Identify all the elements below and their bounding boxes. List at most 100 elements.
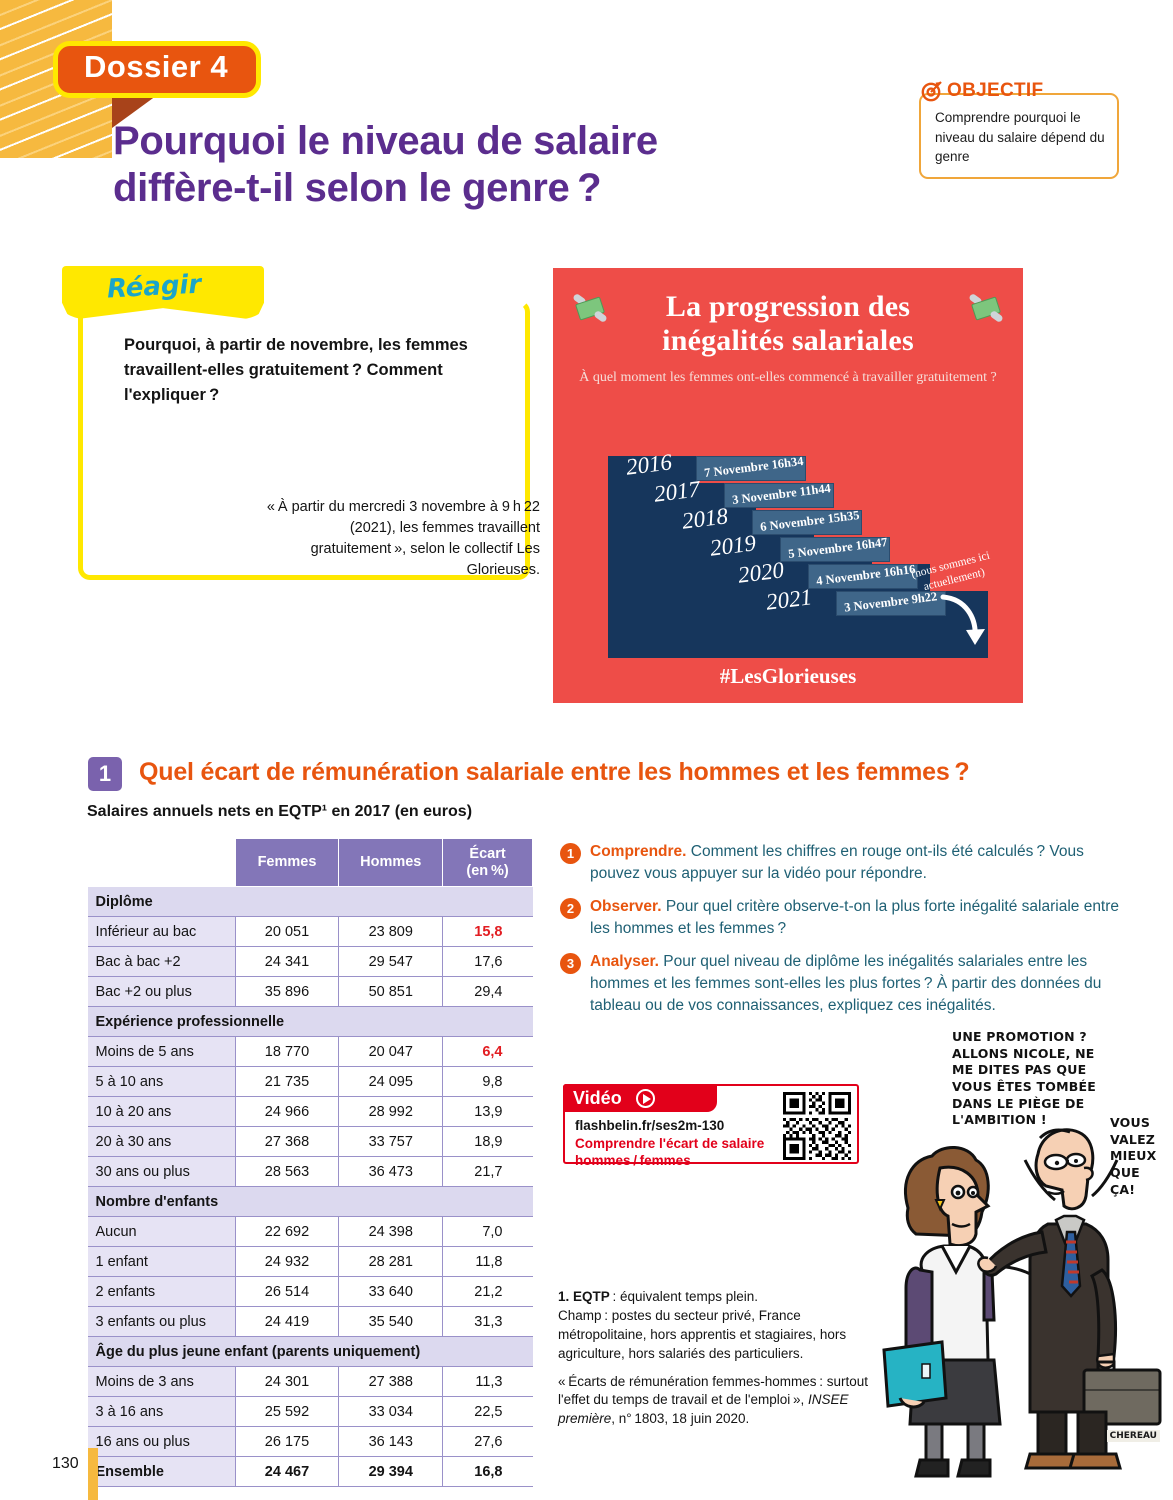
stair-step bbox=[752, 510, 862, 535]
table-row: Moins de 3 ans 24 301 27 388 11,3 bbox=[87, 1366, 533, 1397]
table-row: Bac +2 ou plus 35 896 50 851 29,4 bbox=[87, 976, 533, 1007]
video-label: Vidéo bbox=[573, 1087, 622, 1108]
poster-hashtag: #LesGlorieuses bbox=[719, 664, 857, 688]
table-cell-ecart: 21,2 bbox=[442, 1276, 533, 1307]
table-cell-label: 3 à 16 ans bbox=[87, 1396, 236, 1427]
stairs-chart: 2016 2017 2018 2019 2020 2021 7 Novembre… bbox=[608, 448, 988, 658]
table-cell-hommes: 33 757 bbox=[338, 1126, 444, 1157]
table-cell-label: Moins de 5 ans bbox=[87, 1036, 236, 1067]
stair-step bbox=[836, 591, 946, 616]
table-cell-ecart: 11,8 bbox=[442, 1246, 533, 1277]
table-cell-femmes: 35 896 bbox=[234, 976, 340, 1007]
table-cell-ecart: 22,5 bbox=[442, 1396, 533, 1427]
table-cell-ecart: 6,4 bbox=[442, 1036, 533, 1067]
video-box[interactable]: Vidéo flashbelin.fr/ses2m-130 Comprendre… bbox=[563, 1084, 859, 1168]
table-cell-label: 30 ans ou plus bbox=[87, 1156, 236, 1187]
table-cell-femmes: 27 368 bbox=[234, 1126, 340, 1157]
table-cell-ecart: 7,0 bbox=[442, 1216, 533, 1247]
table-cell-hommes: 36 473 bbox=[338, 1156, 444, 1187]
objectif-box: OBJECTIF Comprendre pourquoi le niveau d… bbox=[919, 80, 1119, 179]
table-cell-femmes: 26 514 bbox=[234, 1276, 340, 1307]
table-group-row: Âge du plus jeune enfant (parents unique… bbox=[87, 1336, 533, 1367]
table-row: 20 à 30 ans 27 368 33 757 18,9 bbox=[87, 1126, 533, 1157]
question-item: 3 Analyser. Pour quel niveau de diplôme … bbox=[560, 951, 1120, 1017]
reagir-label: Réagir bbox=[106, 269, 202, 305]
table-cell-label: 10 à 20 ans bbox=[87, 1096, 236, 1127]
poster-title-line2: inégalités salariales bbox=[662, 323, 914, 357]
speech-bubble-right: VOUS VALEZ MIEUX QUE ÇA! bbox=[1110, 1115, 1157, 1197]
table-header-ecart-line1: Écart bbox=[469, 845, 506, 862]
table-header-blank bbox=[87, 838, 236, 887]
table-cell-femmes: 24 301 bbox=[234, 1366, 340, 1397]
cartoon-characters bbox=[882, 1128, 1162, 1478]
question-item: 2 Observer. Pour quel critère observe-t-… bbox=[560, 896, 1120, 940]
play-circle-icon[interactable] bbox=[635, 1088, 655, 1108]
salary-table: Femmes Hommes Écart (en %) Diplôme Inféri… bbox=[87, 838, 533, 1487]
footnote-champ: Champ : postes du secteur privé, France … bbox=[558, 1307, 847, 1361]
stair-step bbox=[696, 456, 806, 481]
money-icon-right bbox=[968, 292, 1004, 324]
table-cell-ecart: 17,6 bbox=[442, 946, 533, 977]
table-row: Aucun 22 692 24 398 7,0 bbox=[87, 1216, 533, 1247]
stair-step bbox=[780, 537, 890, 562]
table-cell-label: Moins de 3 ans bbox=[87, 1366, 236, 1397]
source-part2: , n° 1803, 18 juin 2020. bbox=[611, 1411, 750, 1427]
table-header-femmes: Femmes bbox=[234, 838, 340, 887]
footnote-eqtp-label: 1. EQTP bbox=[558, 1289, 610, 1304]
video-url[interactable]: flashbelin.fr/ses2m-130 bbox=[575, 1118, 725, 1133]
table-cell-ecart: 13,9 bbox=[442, 1096, 533, 1127]
table-body: Diplôme Inférieur au bac 20 051 23 809 15,8 B… bbox=[87, 886, 533, 1487]
stair-year: 2020 bbox=[736, 557, 786, 588]
curved-arrow-icon bbox=[935, 593, 995, 660]
table-group-label: Diplôme bbox=[87, 886, 533, 917]
table-cell-hommes: 33 640 bbox=[338, 1276, 444, 1307]
stair-body bbox=[608, 456, 698, 658]
stair-year: 2019 bbox=[708, 530, 758, 561]
poster-subtitle: À quel moment les femmes ont-elles comme… bbox=[579, 369, 997, 385]
table-cell-label: 5 à 10 ans bbox=[87, 1066, 236, 1097]
question-text: Observer. Pour quel critère observe-t-on… bbox=[590, 896, 1120, 940]
table-total-ecart: 16,8 bbox=[442, 1456, 533, 1487]
money-icon-left bbox=[572, 292, 608, 324]
table-cell-hommes: 20 047 bbox=[338, 1036, 444, 1067]
objectif-label: OBJECTIF bbox=[947, 80, 1044, 101]
page-title-line1: Pourquoi le niveau de salaire bbox=[113, 119, 658, 163]
stair-year: 2021 bbox=[764, 584, 814, 615]
table-cell-hommes: 35 540 bbox=[338, 1306, 444, 1337]
speech-bubble-left: UNE PROMOTION ? ALLONS NICOLE, NE ME DIT… bbox=[952, 1029, 1096, 1128]
table-cell-ecart: 9,8 bbox=[442, 1066, 533, 1097]
table-row: 30 ans ou plus 28 563 36 473 21,7 bbox=[87, 1156, 533, 1187]
table-cell-femmes: 24 932 bbox=[234, 1246, 340, 1277]
table-cell-ecart: 18,9 bbox=[442, 1126, 533, 1157]
decorative-corner bbox=[112, 93, 160, 128]
stair-year: 2018 bbox=[680, 503, 730, 534]
footnote-eqtp-text: : équivalent temps plein. bbox=[609, 1289, 759, 1304]
table-cell-label: 1 enfant bbox=[87, 1246, 236, 1277]
table-cell-label: Bac à bac +2 bbox=[87, 946, 236, 977]
question-bullet: 1 bbox=[560, 843, 581, 864]
table-cell-hommes: 24 095 bbox=[338, 1066, 444, 1097]
question-bullet: 3 bbox=[560, 953, 581, 974]
qr-code-icon[interactable] bbox=[783, 1092, 851, 1160]
source-publication: INSEE première bbox=[558, 1392, 849, 1427]
table-group-row: Expérience professionnelle bbox=[87, 1006, 533, 1037]
table-row: Inférieur au bac 20 051 23 809 15,8 bbox=[87, 916, 533, 947]
stair-year: 2017 bbox=[652, 476, 702, 507]
question-bullet: 2 bbox=[560, 898, 581, 919]
stair-year: 2016 bbox=[624, 449, 674, 480]
table-header-ecart-line2: (en %) bbox=[466, 862, 509, 879]
page-title: Pourquoi le niveau de salaire diffère-t-… bbox=[113, 118, 853, 212]
table-total-femmes: 24 467 bbox=[234, 1456, 340, 1487]
table-cell-label: 20 à 30 ans bbox=[87, 1126, 236, 1157]
table-total-hommes: 29 394 bbox=[338, 1456, 444, 1487]
page-accent-bar bbox=[88, 1448, 98, 1500]
table-cell-hommes: 28 992 bbox=[338, 1096, 444, 1127]
question-label: Comprendre. bbox=[590, 843, 687, 860]
video-description: Comprendre l'écart de salaire hommes / f… bbox=[575, 1136, 765, 1168]
stair-step bbox=[724, 483, 834, 508]
table-header-ecart: Écart (en %) bbox=[442, 838, 533, 887]
table-row: Bac à bac +2 24 341 29 547 17,6 bbox=[87, 946, 533, 977]
table-cell-hommes: 24 398 bbox=[338, 1216, 444, 1247]
table-header-row: Femmes Hommes Écart (en %) bbox=[87, 838, 533, 887]
page-number: 130 bbox=[52, 1455, 79, 1472]
